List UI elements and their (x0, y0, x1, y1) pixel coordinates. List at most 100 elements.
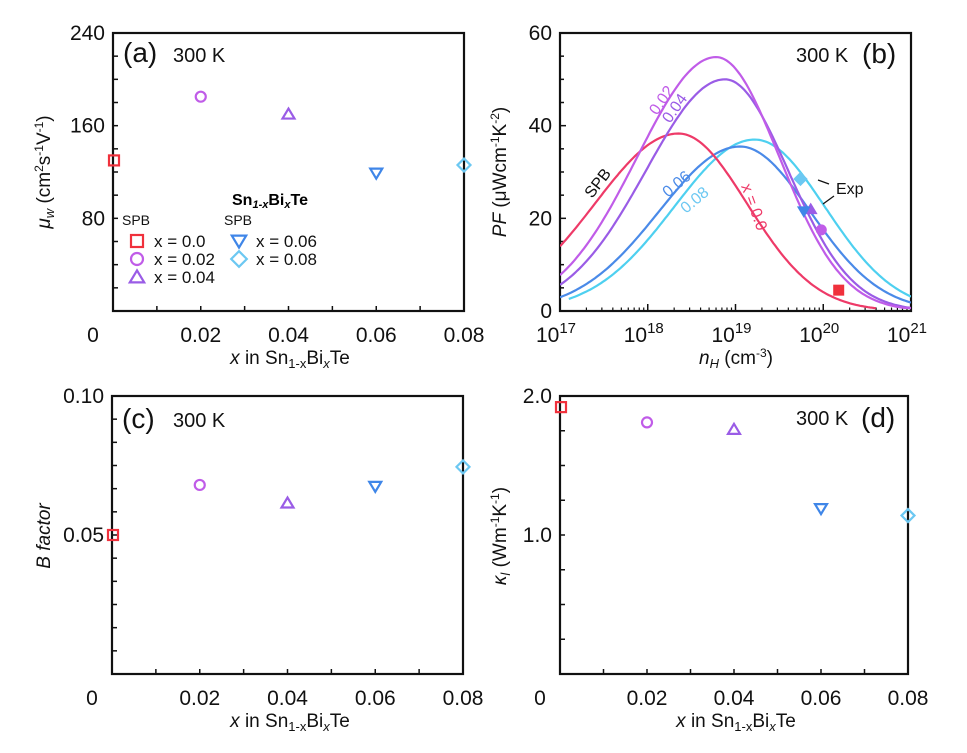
panel-a-point-x008 (455, 156, 473, 174)
panel-b-ytick-label: 20 (529, 207, 552, 230)
spb-curve-x008 (568, 138, 911, 300)
panel-c-xtick-label: 0.06 (355, 687, 396, 710)
spb-curve-x006 (560, 145, 911, 304)
panel-b-power-factor: 1017 1018 1019 1020 1021 0 20 40 60 300 K (b) nH… (488, 22, 927, 371)
exp-point-x0 (833, 284, 845, 296)
panel-d-xtick-label: 0.04 (714, 687, 755, 710)
panel-a-xtick-label: 0.08 (444, 324, 485, 347)
panel-a-xtick-label: 0.06 (356, 324, 397, 347)
panel-c-xtick-label: 0.04 (267, 687, 308, 710)
spb-curve-x004 (560, 78, 911, 310)
legend-header-spb-2: SPB (224, 212, 252, 228)
panel-d-ytick-label: 2.0 (523, 385, 552, 408)
panel-a-xtick-label: 0.04 (268, 324, 309, 347)
legend-marker-x008 (229, 249, 249, 269)
exp-pointer-upper (817, 179, 830, 185)
panel-c-point-x004 (279, 495, 296, 509)
exp-point-x002 (815, 224, 827, 236)
panel-d-ytick-label: 1.0 (523, 524, 552, 547)
panel-a-point-x006 (368, 167, 385, 181)
panel-c-point-x006 (367, 480, 384, 494)
panel-c-point-x008 (454, 458, 472, 475)
legend-marker-x006 (229, 234, 249, 250)
panel-b-plot: 1017 1018 1019 1020 1021 0 20 40 60 (529, 22, 927, 347)
panel-a-point-x004 (280, 106, 297, 120)
legend-entry-x008: x = 0.08 (256, 250, 317, 269)
panel-c-point-x0 (106, 528, 120, 542)
panel-a-label: (a) (123, 37, 157, 68)
panel-a-plot: 0 0.02 0.04 0.06 0.08 80 160 240 (70, 22, 484, 347)
panel-d-temperature: 300 K (796, 408, 849, 430)
panel-b-ytick-label: 60 (529, 22, 552, 45)
legend-entry-x0: x = 0.0 (154, 232, 206, 251)
panel-a-xtick-label: 0 (87, 324, 99, 347)
panel-c-temperature: 300 K (173, 410, 226, 432)
panel-a-xlabel: x in Sn1-xBixTe (229, 348, 350, 371)
panel-a-ytick-label: 240 (70, 22, 105, 45)
panel-d-xlabel: x in Sn1-xBixTe (675, 711, 796, 734)
panel-d-xtick-label: 0.08 (888, 687, 929, 710)
panel-a-temperature: 300 K (173, 45, 226, 67)
panel-c-b-factor: 0 0.02 0.04 0.06 0.08 0.05 0.10 (c) 300 K x in… (34, 385, 483, 734)
panel-a-ytick-label: 80 (82, 207, 105, 230)
legend-markers (127, 233, 249, 284)
panel-d-plot: 0 0.02 0.04 0.06 0.08 1.0 2.0 (523, 385, 929, 710)
panel-c-ylabel: B factor (34, 503, 55, 569)
panel-d-point-x0 (554, 401, 568, 414)
panel-c-xtick-label: 0.02 (179, 687, 220, 710)
legend-marker-x004 (127, 268, 147, 284)
panel-c-point-x002 (193, 478, 206, 492)
panel-c-xtick-label: 0 (86, 687, 98, 710)
panel-d-point-x002 (640, 416, 654, 429)
panel-c-ytick-label: 0.05 (63, 524, 104, 547)
panel-a-ylabel: μw (cm2s-1V-1) (32, 115, 57, 229)
panel-c-frame (110, 394, 465, 676)
panel-d-xtick-label: 0 (534, 687, 546, 710)
panel-d-frame (558, 394, 910, 676)
panel-d-point-x004 (726, 421, 742, 435)
panel-b-xtick-label: 1017 (536, 320, 576, 347)
panel-a-point-x0 (107, 154, 121, 167)
panel-c-xlabel: x in Sn1-xBixTe (229, 711, 350, 734)
panel-b-ytick-label: 0 (540, 300, 552, 323)
panel-c-xtick-label: 0.08 (443, 687, 484, 710)
legend-marker-x0 (129, 233, 145, 249)
exp-point-x006 (796, 206, 811, 218)
panel-b-xtick-label: 1019 (711, 320, 751, 347)
panel-b-ylabel: PF (μWcm-1K-2) (488, 107, 511, 237)
panel-b-xtick-label: 1020 (799, 320, 839, 347)
panel-b-frame (558, 31, 913, 313)
annotation-exp: Exp (836, 181, 864, 198)
panel-b-temperature: 300 K (796, 45, 849, 67)
panel-d-point-x008 (899, 507, 917, 524)
exp-pointer-lower (822, 195, 835, 205)
legend-title: Sn1-xBixTe (232, 192, 308, 211)
exp-point-x008 (793, 171, 808, 187)
panel-a-xtick-label: 0.02 (180, 324, 221, 347)
panel-d-ylabel: κl (Wm-1K-1) (488, 487, 513, 585)
panel-c-label: (c) (122, 403, 155, 434)
panel-c-ytick-label: 0.10 (63, 385, 104, 408)
panel-d-xtick-label: 0.02 (627, 687, 668, 710)
panel-a-ytick-label: 160 (70, 115, 105, 138)
panel-a-mobility: 0 0.02 0.04 0.06 0.08 80 160 240 (a) 300 K x in… (32, 22, 484, 371)
panel-b-xlabel: nH (cm-3) (699, 346, 773, 371)
panel-b-label: (b) (862, 38, 896, 69)
panel-d-xtick-label: 0.06 (801, 687, 842, 710)
legend-header-spb-1: SPB (122, 212, 150, 228)
legend-entry-x006: x = 0.06 (256, 232, 317, 251)
panel-a-point-x002 (194, 90, 207, 103)
panel-d-label: (d) (861, 402, 895, 433)
curve-label-x0: x = 0.0 (737, 182, 770, 233)
legend-entry-x004: x = 0.04 (154, 268, 215, 287)
spb-curve-x002 (560, 55, 911, 310)
panel-a-legend: Sn1-xBixTe SPB SPB x = 0.0 x = 0.02 x = … (122, 192, 317, 287)
legend-marker-x002 (129, 251, 145, 267)
panel-d-point-x006 (813, 502, 829, 517)
panel-b-xtick-label: 1021 (887, 320, 927, 347)
spb-curve-x0 (560, 132, 877, 310)
panel-d-lattice-thermal-conductivity: 0 0.02 0.04 0.06 0.08 1.0 2.0 300 K (d) x in S… (488, 385, 928, 734)
panel-c-plot: 0 0.02 0.04 0.06 0.08 0.05 0.10 (63, 385, 483, 710)
legend-entry-x002: x = 0.02 (154, 250, 215, 269)
